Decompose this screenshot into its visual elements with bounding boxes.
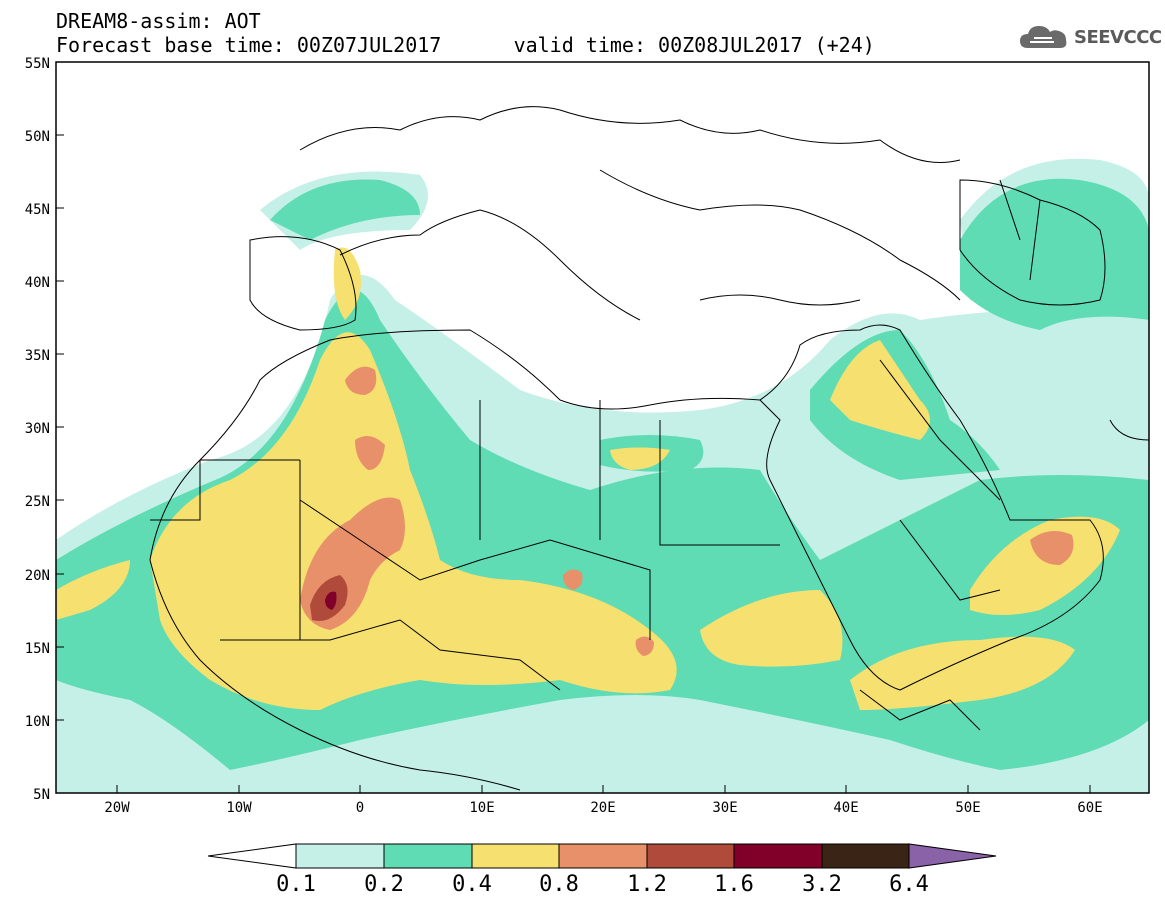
lat-label: 25N: [25, 494, 50, 510]
colorbar-high-arrow: [908, 843, 997, 869]
lat-label: 45N: [25, 202, 50, 218]
colorbar-label: 0.1: [276, 872, 316, 897]
lat-label: 15N: [25, 641, 50, 657]
colorbar-low-arrow: [207, 843, 297, 869]
colorbar-segment: [821, 843, 910, 869]
lat-label: 50N: [25, 129, 50, 145]
forecast-times: Forecast base time: 00Z07JUL2017 valid t…: [56, 34, 875, 56]
colorbar-label: 3.2: [802, 872, 842, 897]
lat-label: 10N: [25, 714, 50, 730]
aot-contours: [56, 106, 1149, 793]
colorbar-segment: [733, 843, 823, 869]
colorbar-segment: [295, 843, 385, 869]
colorbar-segment: [646, 843, 735, 869]
lat-label: 40N: [25, 275, 50, 291]
valid-time: valid time: 00Z08JUL2017 (+24): [513, 33, 875, 57]
lon-label: 50E: [955, 800, 980, 816]
lon-label: 20E: [590, 800, 615, 816]
lat-label: 55N: [25, 56, 50, 72]
seevccc-logo: SEEVCCC: [1018, 22, 1162, 52]
lon-label: 20W: [104, 800, 130, 816]
colorbar-label: 1.6: [714, 872, 754, 897]
lat-label: 20N: [25, 568, 50, 584]
cloud-icon: [1020, 26, 1067, 48]
lon-label: 30E: [712, 800, 737, 816]
colorbar-label: 0.2: [364, 872, 404, 897]
lon-label: 10W: [226, 800, 252, 816]
lon-label: 40E: [833, 800, 858, 816]
colorbar-segment: [558, 843, 648, 869]
lon-label: 60E: [1077, 800, 1102, 816]
colorbar-label: 0.4: [452, 872, 492, 897]
colorbar-segment: [471, 843, 560, 869]
colorbar-segment: [383, 843, 473, 869]
colorbar-label: 6.4: [889, 872, 929, 897]
base-time: Forecast base time: 00Z07JUL2017: [56, 33, 442, 57]
lon-label: 10E: [469, 800, 494, 816]
colorbar-label: 0.8: [539, 872, 579, 897]
map-title: DREAM8-assim: AOT: [56, 9, 261, 33]
colorbar-label: 1.2: [627, 872, 667, 897]
lat-label: 35N: [25, 348, 50, 364]
latitude-labels: 55N 50N 45N 40N 35N 30N 25N 20N 15N 10N …: [25, 56, 50, 803]
logo-text: SEEVCCC: [1074, 26, 1162, 48]
lat-label: 30N: [25, 421, 50, 437]
longitude-labels: 20W 10W 0 10E 20E 30E 40E 50E 60E: [104, 800, 1102, 816]
lon-label: 0: [356, 800, 364, 816]
lat-label: 5N: [33, 787, 50, 803]
aot-colorbar: [207, 843, 997, 869]
